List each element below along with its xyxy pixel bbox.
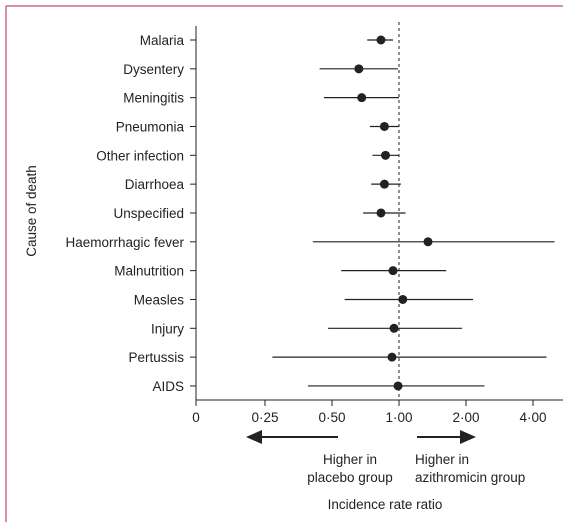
- category-label: Measles: [134, 292, 185, 307]
- point-estimate: [387, 352, 397, 362]
- row-pertussis: Pertussis: [128, 350, 547, 365]
- category-label: Pertussis: [128, 350, 184, 365]
- x-tick-label-1: 0·50: [318, 410, 345, 425]
- row-injury: Injury: [151, 321, 463, 336]
- point-estimate: [376, 35, 386, 45]
- row-unspecified: Unspecified: [113, 206, 406, 221]
- rows-layer: Malaria Dysentery Meningitis Pneumonia Other…: [65, 33, 555, 394]
- point-estimate: [379, 121, 389, 131]
- annotation-left-line-1: Higher in: [323, 452, 377, 467]
- category-label: Unspecified: [113, 206, 184, 221]
- row-diarrhoea: Diarrhoea: [125, 177, 401, 192]
- category-label: Other infection: [96, 148, 184, 163]
- row-other-infection: Other infection: [96, 148, 399, 163]
- point-estimate: [423, 237, 433, 247]
- category-label: Malaria: [140, 33, 185, 48]
- x-tick-label-2: 1·00: [385, 410, 412, 425]
- right-arrow-head: [460, 430, 476, 444]
- x-axis-title: Incidence rate ratio: [328, 497, 443, 512]
- category-label: Dysentery: [123, 62, 184, 77]
- x-tick-label-zero: 0: [192, 410, 200, 425]
- category-label: Malnutrition: [114, 264, 184, 279]
- category-label: Meningitis: [123, 91, 184, 106]
- forest-plot: Malaria Dysentery Meningitis Pneumonia Other…: [65, 22, 563, 425]
- row-haemorrhagic-fever: Haemorrhagic fever: [65, 235, 555, 250]
- x-tick-label-4: 4·00: [519, 410, 546, 425]
- x-tick-label-0: 0·25: [251, 410, 278, 425]
- point-estimate: [379, 179, 389, 189]
- y-axis-title: Cause of death: [24, 165, 39, 257]
- row-aids: AIDS: [152, 379, 485, 394]
- point-estimate: [381, 150, 391, 160]
- x-tick-label-3: 2·00: [452, 410, 479, 425]
- annotation-right-line-2: azithromicin group: [415, 470, 525, 485]
- point-estimate: [393, 381, 403, 391]
- left-arrow-head: [246, 430, 262, 444]
- row-pneumonia: Pneumonia: [116, 119, 399, 134]
- row-measles: Measles: [134, 292, 473, 307]
- point-estimate: [354, 64, 364, 74]
- point-estimate: [388, 266, 398, 276]
- row-meningitis: Meningitis: [123, 91, 399, 106]
- annotation-right-line-1: Higher in: [415, 452, 469, 467]
- category-label: Diarrhoea: [125, 177, 185, 192]
- row-malaria: Malaria: [140, 33, 394, 48]
- annotation-left-line-2: placebo group: [307, 470, 393, 485]
- row-malnutrition: Malnutrition: [114, 264, 447, 279]
- category-label: AIDS: [152, 379, 184, 394]
- x-ticks-layer: 0 0·25 0·50 1·00 2·00 4·00: [192, 400, 547, 425]
- point-estimate: [376, 208, 386, 218]
- category-label: Injury: [151, 321, 184, 336]
- category-label: Pneumonia: [116, 119, 185, 134]
- direction-annotations: Higher in placebo group Higher in azithr…: [246, 430, 525, 485]
- point-estimate: [398, 294, 408, 304]
- row-dysentery: Dysentery: [123, 62, 399, 77]
- point-estimate: [389, 323, 399, 333]
- point-estimate: [357, 93, 367, 103]
- category-label: Haemorrhagic fever: [65, 235, 184, 250]
